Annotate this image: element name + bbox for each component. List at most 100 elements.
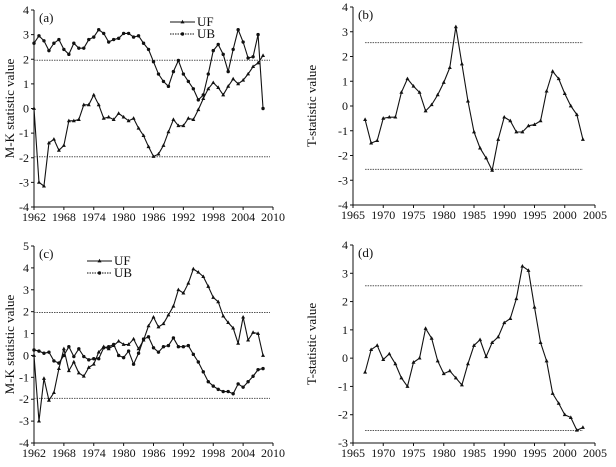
data-point — [196, 98, 201, 102]
data-point — [226, 69, 230, 74]
data-point — [221, 92, 226, 97]
data-point — [387, 114, 392, 119]
data-point — [538, 118, 543, 123]
data-point — [363, 370, 368, 374]
legend-label: UB — [197, 26, 215, 41]
data-point — [236, 341, 241, 345]
data-point — [226, 320, 231, 325]
x-tick-label: 1990 — [492, 208, 516, 222]
data-point — [472, 343, 476, 347]
data-point — [246, 56, 250, 60]
data-point — [116, 339, 121, 343]
panel-label: (a) — [39, 10, 53, 25]
data-point — [520, 129, 525, 134]
data-point — [387, 351, 392, 356]
data-point — [241, 40, 245, 44]
x-tick-label: 1975 — [402, 446, 426, 460]
data-point — [47, 350, 51, 354]
data-point — [141, 41, 146, 45]
data-point — [106, 114, 111, 119]
panel-label: (c) — [39, 246, 53, 261]
data-point — [216, 42, 220, 47]
y-tick-label: 0 — [23, 348, 29, 362]
panel-label: (d) — [358, 245, 373, 260]
data-point — [231, 76, 236, 81]
data-point — [56, 366, 61, 370]
data-point — [181, 290, 186, 295]
x-tick-label: 2000 — [553, 208, 577, 222]
data-point — [556, 401, 561, 405]
data-point — [381, 357, 386, 361]
series-uf — [32, 53, 266, 188]
x-tick-label: 1986 — [142, 446, 166, 460]
data-point — [81, 374, 86, 378]
data-point — [216, 85, 221, 89]
x-tick-label: 1965 — [341, 208, 365, 222]
data-point — [256, 367, 260, 372]
data-point — [191, 87, 196, 91]
legend-marker — [180, 32, 185, 36]
panel-label: (b) — [358, 7, 373, 22]
data-point — [71, 118, 76, 123]
data-point — [246, 380, 250, 384]
x-tick-label: 1985 — [462, 208, 486, 222]
y-tick-label: 5 — [23, 239, 29, 253]
data-point — [106, 344, 111, 349]
data-point — [56, 148, 61, 152]
data-point — [141, 133, 146, 137]
data-point — [465, 361, 470, 366]
data-point — [146, 47, 151, 52]
data-point — [96, 102, 101, 107]
data-point — [261, 53, 266, 57]
data-point — [568, 415, 573, 419]
data-point — [102, 346, 106, 350]
y-tick-label: -3 — [19, 414, 29, 428]
x-tick-label: 1995 — [523, 208, 547, 222]
data-point — [241, 314, 246, 319]
y-tick-label: 4 — [342, 238, 348, 252]
data-point — [171, 117, 176, 121]
data-point — [131, 116, 136, 120]
data-point — [411, 84, 416, 88]
x-tick-label: 1990 — [492, 446, 516, 460]
y-tick-label: -4 — [19, 200, 29, 214]
data-point — [381, 116, 386, 120]
x-tick-label: 1980 — [432, 446, 456, 460]
data-point — [201, 370, 205, 374]
y-tick-label: -4 — [19, 436, 29, 450]
data-point — [67, 344, 71, 349]
x-tick-label: 2004 — [231, 446, 255, 460]
x-tick-label: 1980 — [112, 446, 136, 460]
data-point — [32, 106, 36, 110]
data-point — [231, 392, 235, 396]
data-point — [236, 81, 241, 86]
data-point — [77, 46, 81, 50]
data-point — [447, 65, 452, 70]
data-point — [241, 385, 245, 389]
data-point — [206, 86, 211, 91]
data-point — [146, 335, 151, 339]
data-point — [405, 384, 410, 388]
data-point — [246, 337, 251, 342]
data-point — [369, 140, 374, 145]
data-point — [196, 270, 201, 274]
data-point — [71, 359, 76, 364]
data-point — [478, 145, 483, 150]
data-point — [369, 347, 374, 352]
legend-label: UF — [114, 253, 131, 268]
data-point — [256, 32, 260, 37]
data-point — [136, 34, 141, 38]
data-point — [502, 114, 507, 119]
data-point — [92, 357, 96, 361]
x-tick-label: 2000 — [553, 446, 577, 460]
data-point — [363, 117, 368, 122]
data-point — [82, 46, 86, 50]
series-line — [33, 27, 264, 109]
data-point — [580, 425, 585, 429]
data-point — [206, 72, 210, 76]
data-point — [429, 102, 434, 107]
data-point — [508, 316, 513, 320]
y-axis-label: T-statistic value — [304, 65, 319, 147]
